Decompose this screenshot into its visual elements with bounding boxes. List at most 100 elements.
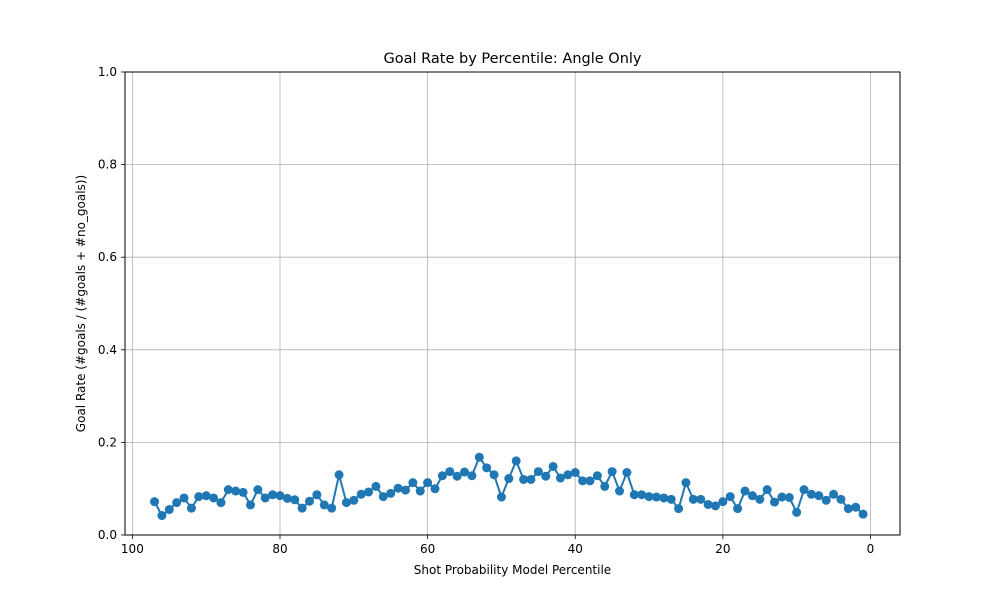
data-point — [563, 470, 573, 480]
data-point — [209, 493, 219, 503]
data-point — [570, 467, 580, 477]
data-point — [179, 493, 189, 503]
x-tick-label: 40 — [568, 542, 583, 556]
data-point — [290, 495, 300, 505]
data-point — [186, 503, 196, 513]
data-point — [843, 504, 853, 514]
data-point — [770, 497, 780, 507]
x-tick-label: 20 — [715, 542, 730, 556]
data-point — [733, 504, 743, 514]
data-point — [578, 476, 588, 486]
x-tick-label: 80 — [272, 542, 287, 556]
data-point — [400, 485, 410, 495]
data-point — [408, 478, 418, 488]
data-point — [762, 485, 772, 495]
data-point — [555, 473, 565, 483]
data-point — [740, 486, 750, 496]
x-tick-label: 0 — [867, 542, 875, 556]
x-tick-label: 60 — [420, 542, 435, 556]
data-point — [777, 492, 787, 502]
data-point — [718, 497, 728, 507]
data-point — [792, 507, 802, 517]
data-point — [659, 493, 669, 503]
data-point — [223, 485, 233, 495]
data-point — [393, 483, 403, 493]
data-point — [747, 491, 757, 501]
data-point — [327, 503, 337, 513]
data-point — [696, 494, 706, 504]
data-point — [253, 485, 263, 495]
data-point — [297, 503, 307, 513]
data-point — [629, 490, 639, 500]
data-point — [504, 474, 514, 484]
data-point — [821, 495, 831, 505]
plot-area-frame — [124, 71, 901, 536]
data-point — [622, 467, 632, 477]
data-point — [600, 481, 610, 491]
data-point — [681, 478, 691, 488]
y-axis-label: Goal Rate (#goals / (#goals + #no_goals)… — [74, 175, 88, 432]
data-point — [364, 487, 374, 497]
data-point — [378, 492, 388, 502]
y-tick-label: 1.0 — [98, 65, 117, 79]
data-point — [829, 489, 839, 499]
data-point — [851, 502, 861, 512]
data-point — [548, 461, 558, 471]
data-point — [334, 470, 344, 480]
y-tick-label: 0.6 — [98, 250, 117, 264]
data-point — [489, 470, 499, 480]
data-point — [150, 497, 160, 507]
data-point — [511, 456, 521, 466]
data-point — [541, 471, 551, 481]
data-point — [437, 471, 447, 481]
data-point — [356, 489, 366, 499]
data-point — [651, 492, 661, 502]
data-point — [452, 471, 462, 481]
data-point — [725, 492, 735, 502]
data-point — [519, 474, 529, 484]
data-point — [755, 494, 765, 504]
data-point — [637, 490, 647, 500]
data-point — [268, 490, 278, 500]
data-point — [615, 486, 625, 496]
data-point — [282, 493, 292, 503]
data-point — [194, 492, 204, 502]
data-point — [430, 484, 440, 494]
data-point — [533, 467, 543, 477]
data-point — [806, 489, 816, 499]
data-point — [674, 504, 684, 514]
data-point — [371, 481, 381, 491]
data-point — [164, 505, 174, 515]
series-layer — [150, 452, 868, 521]
data-point — [275, 491, 285, 501]
data-point — [836, 494, 846, 504]
data-point — [814, 491, 824, 501]
data-point — [688, 494, 698, 504]
data-point — [474, 452, 484, 462]
data-point — [157, 511, 167, 521]
data-point — [423, 478, 433, 488]
data-point — [482, 463, 492, 473]
data-point — [415, 486, 425, 496]
data-point — [592, 471, 602, 481]
data-point — [445, 467, 455, 477]
data-point — [349, 495, 359, 505]
y-tick-label: 0.2 — [98, 435, 117, 449]
data-point — [386, 488, 396, 498]
data-point — [496, 492, 506, 502]
data-point — [319, 500, 329, 510]
data-point — [238, 487, 248, 497]
axis-ticks: 100 80 60 40 20 0 0.0 0.2 0.4 0.6 0.8 1.0 — [98, 65, 874, 556]
x-tick-label: 100 — [121, 542, 144, 556]
y-tick-label: 0.0 — [98, 528, 117, 542]
data-point — [666, 494, 676, 504]
data-point — [799, 485, 809, 495]
data-point — [231, 486, 241, 496]
data-point — [312, 490, 322, 500]
data-point — [858, 509, 868, 519]
chart-title: Goal Rate by Percentile: Angle Only — [384, 51, 642, 67]
data-point — [201, 491, 211, 501]
data-point — [305, 496, 315, 506]
data-point — [467, 471, 477, 481]
